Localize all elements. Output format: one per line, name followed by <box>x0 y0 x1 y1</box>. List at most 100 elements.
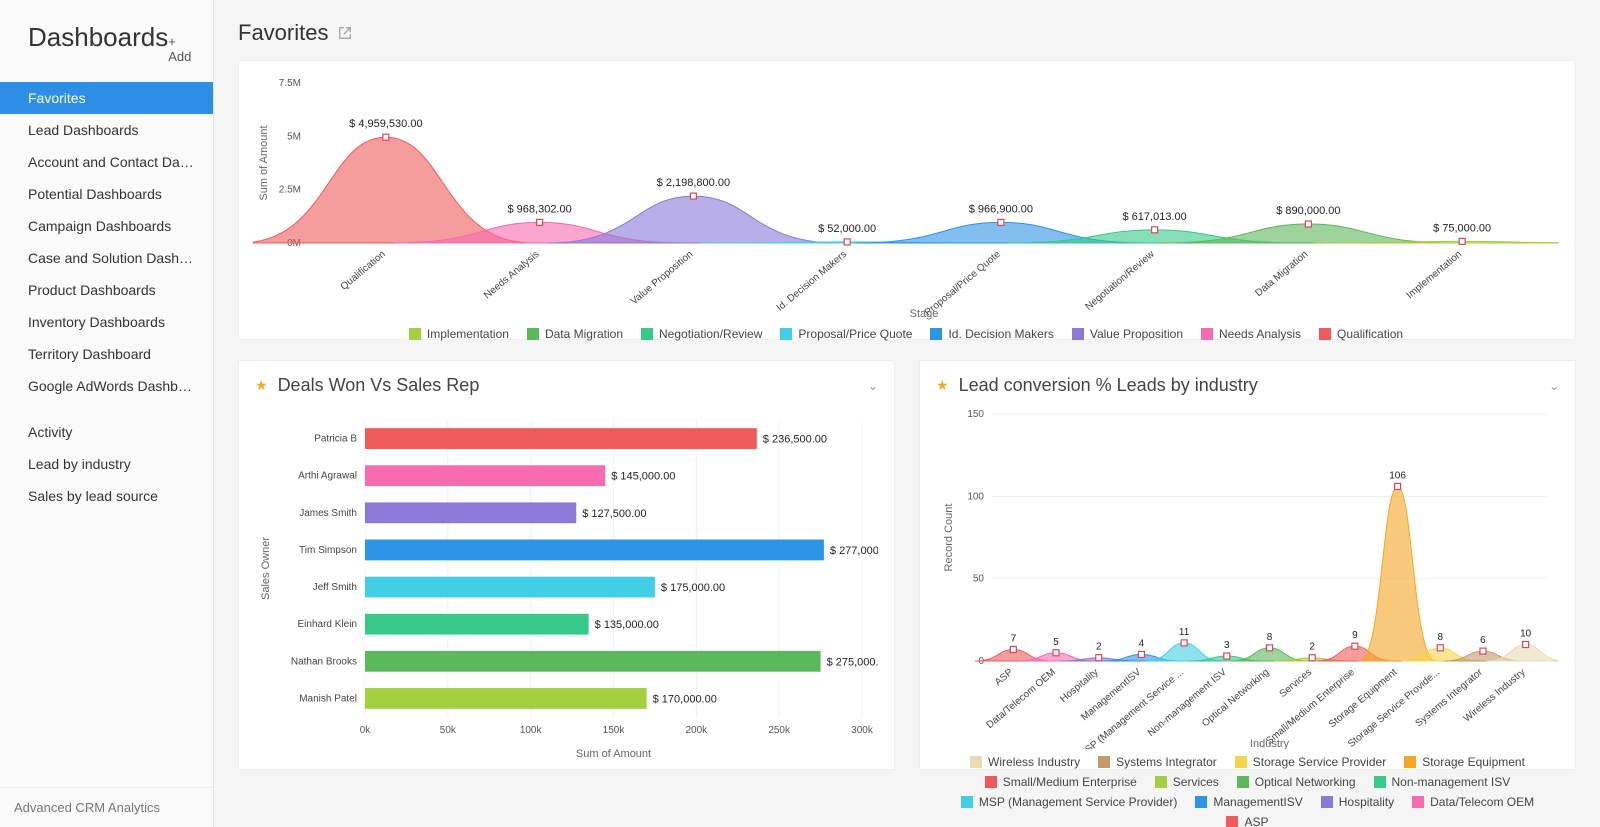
sidebar-item[interactable]: Case and Solution Dashboards <box>0 242 213 274</box>
sidebar-item[interactable]: Sales by lead source <box>0 480 213 512</box>
svg-text:Einhard Klein: Einhard Klein <box>298 619 357 630</box>
legend-item[interactable]: Wireless Industry <box>970 755 1080 769</box>
legend-item[interactable]: Id. Decision Makers <box>930 327 1053 341</box>
svg-text:Small/Medium Enterprise: Small/Medium Enterprise <box>1264 667 1357 748</box>
svg-text:2: 2 <box>1309 642 1315 653</box>
svg-text:Needs Analysis: Needs Analysis <box>482 249 541 301</box>
legend-item[interactable]: MSP (Management Service Provider) <box>961 795 1178 809</box>
leads-chart: 050100150Record Count7ASP5Data/Telecom O… <box>936 396 1559 749</box>
leads-chart-card: ★ Lead conversion % Leads by industry ⌄ … <box>919 360 1576 770</box>
svg-text:$ 275,000.00: $ 275,000.00 <box>827 656 878 668</box>
svg-text:ASP: ASP <box>993 667 1016 689</box>
legend-item[interactable]: Needs Analysis <box>1201 327 1301 341</box>
add-dashboard-button[interactable]: + Add <box>168 34 195 64</box>
legend-item[interactable]: Optical Networking <box>1237 775 1356 789</box>
svg-text:7.5M: 7.5M <box>279 78 301 89</box>
legend-item[interactable]: Systems Integrator <box>1098 755 1217 769</box>
svg-text:Non-management ISV: Non-management ISV <box>1146 667 1229 739</box>
legend-item[interactable]: Non-management ISV <box>1374 775 1511 789</box>
svg-text:150: 150 <box>967 409 984 420</box>
svg-text:$ 52,000.00: $ 52,000.00 <box>818 223 876 235</box>
svg-text:4: 4 <box>1139 638 1145 649</box>
svg-text:Record Count: Record Count <box>943 504 955 572</box>
sidebar-item[interactable]: Territory Dashboard <box>0 338 213 370</box>
star-icon[interactable]: ★ <box>936 377 949 394</box>
svg-text:Patricia B: Patricia B <box>314 434 357 445</box>
svg-text:$ 175,000.00: $ 175,000.00 <box>661 582 725 594</box>
legend-item[interactable]: Data/Telecom OEM <box>1412 795 1534 809</box>
chevron-down-icon[interactable]: ⌄ <box>1549 379 1559 393</box>
sidebar-item[interactable]: Inventory Dashboards <box>0 306 213 338</box>
svg-text:7: 7 <box>1011 633 1017 644</box>
deals-chart: 0k50k100k150k200k250k300kSum of AmountSa… <box>255 396 878 761</box>
svg-text:Manish Patel: Manish Patel <box>299 693 357 704</box>
legend-item[interactable]: Value Proposition <box>1072 327 1183 341</box>
svg-text:2: 2 <box>1096 642 1102 653</box>
leads-chart-title: Lead conversion % Leads by industry <box>959 375 1258 396</box>
sidebar-item[interactable]: Product Dashboards <box>0 274 213 306</box>
sidebar-item[interactable]: Campaign Dashboards <box>0 210 213 242</box>
sidebar: Dashboards + Add FavoritesLead Dashboard… <box>0 0 214 827</box>
stage-chart-card: 0M2.5M5M7.5MSum of Amount$ 4,959,530.00$… <box>238 60 1576 340</box>
sidebar-item[interactable]: Account and Contact Dashbo... <box>0 146 213 178</box>
stage-chart-legend: Implementation Data Migration Negotiation/… <box>253 321 1559 347</box>
main: Favorites 0M2.5M5M7.5MSum of Amount$ 4,9… <box>214 0 1600 827</box>
svg-text:250k: 250k <box>768 725 791 736</box>
svg-text:5: 5 <box>1053 637 1059 648</box>
svg-text:Nathan Brooks: Nathan Brooks <box>291 656 357 667</box>
svg-text:300k: 300k <box>851 725 874 736</box>
svg-text:106: 106 <box>1389 470 1406 481</box>
sidebar-nav: FavoritesLead DashboardsAccount and Cont… <box>0 82 213 512</box>
star-icon[interactable]: ★ <box>255 377 268 394</box>
open-external-icon[interactable] <box>338 26 352 40</box>
svg-text:$ 75,000.00: $ 75,000.00 <box>1433 222 1491 234</box>
svg-text:$ 2,198,800.00: $ 2,198,800.00 <box>657 177 730 189</box>
deals-chart-card: ★ Deals Won Vs Sales Rep ⌄ 0k50k100k150k… <box>238 360 895 770</box>
chevron-down-icon[interactable]: ⌄ <box>868 379 878 393</box>
svg-text:2.5M: 2.5M <box>279 185 301 196</box>
svg-text:$ 968,302.00: $ 968,302.00 <box>508 203 572 215</box>
svg-text:$ 236,500.00: $ 236,500.00 <box>763 434 827 446</box>
svg-text:Implementation: Implementation <box>1405 249 1464 301</box>
sidebar-item[interactable]: Activity <box>0 416 213 448</box>
legend-item[interactable]: Storage Equipment <box>1404 755 1525 769</box>
svg-text:3: 3 <box>1224 640 1230 651</box>
sidebar-footer-link[interactable]: Advanced CRM Analytics <box>0 787 213 827</box>
sidebar-item[interactable]: Favorites <box>0 82 213 114</box>
svg-text:Arthi Agrawal: Arthi Agrawal <box>298 471 357 482</box>
svg-text:6: 6 <box>1480 635 1486 646</box>
svg-text:9: 9 <box>1352 630 1358 641</box>
svg-text:$ 890,000.00: $ 890,000.00 <box>1276 205 1340 217</box>
sidebar-item[interactable]: Lead by industry <box>0 448 213 480</box>
sidebar-item[interactable]: Potential Dashboards <box>0 178 213 210</box>
page-title: Favorites <box>238 20 328 46</box>
svg-text:$ 4,959,530.00: $ 4,959,530.00 <box>349 118 422 130</box>
legend-item[interactable]: Hospitality <box>1321 795 1394 809</box>
svg-text:100k: 100k <box>520 725 543 736</box>
sidebar-item[interactable]: Lead Dashboards <box>0 114 213 146</box>
sidebar-item[interactable]: Google AdWords Dashboards <box>0 370 213 402</box>
svg-text:150k: 150k <box>603 725 626 736</box>
svg-text:Stage: Stage <box>910 308 939 320</box>
svg-text:200k: 200k <box>685 725 708 736</box>
deals-chart-title: Deals Won Vs Sales Rep <box>278 375 480 396</box>
svg-text:Value Proposition: Value Proposition <box>629 249 696 307</box>
legend-item[interactable]: Negotiation/Review <box>641 327 762 341</box>
legend-item[interactable]: Services <box>1155 775 1219 789</box>
svg-text:Industry: Industry <box>1250 738 1290 749</box>
legend-item[interactable]: Implementation <box>409 327 509 341</box>
svg-text:Sum of Amount: Sum of Amount <box>258 125 270 200</box>
legend-item[interactable]: Small/Medium Enterprise <box>985 775 1137 789</box>
svg-text:Tim Simpson: Tim Simpson <box>299 545 357 556</box>
legend-item[interactable]: Data Migration <box>527 327 623 341</box>
legend-item[interactable]: Storage Service Provider <box>1235 755 1386 769</box>
svg-text:$ 145,000.00: $ 145,000.00 <box>611 471 675 483</box>
legend-item[interactable]: ManagementISV <box>1195 795 1302 809</box>
svg-text:Qualification: Qualification <box>339 249 388 293</box>
svg-text:5M: 5M <box>287 131 301 142</box>
legend-item[interactable]: Qualification <box>1319 327 1403 341</box>
svg-text:Negotiation/Review: Negotiation/Review <box>1083 248 1157 312</box>
legend-item[interactable]: Proposal/Price Quote <box>780 327 912 341</box>
legend-item[interactable]: ASP <box>1226 815 1268 827</box>
sidebar-title: Dashboards <box>28 22 168 53</box>
